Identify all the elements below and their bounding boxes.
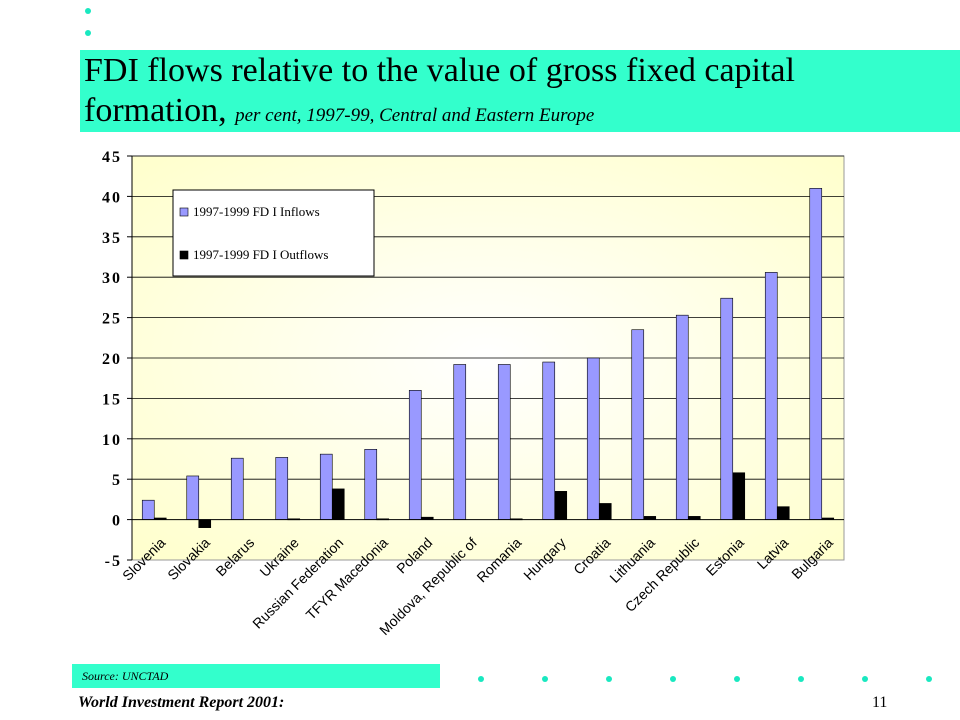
legend-label-inflows: 1997-1999 FD I Inflows: [193, 204, 320, 219]
y-tick-label: 10: [102, 432, 122, 449]
decorative-dot: [926, 676, 932, 682]
y-tick-label: 15: [102, 391, 122, 408]
decorative-dot: [478, 676, 484, 682]
title-band: FDI flows relative to the value of gross…: [80, 50, 960, 132]
bar-layer: [141, 188, 835, 528]
legend-box: [172, 189, 375, 277]
legend-label-outflows: 1997-1999 FD I Outflows: [193, 247, 328, 262]
decorative-dot: [734, 676, 740, 682]
report-title: World Investment Report 2001:: [78, 694, 285, 711]
bar-outflows: [776, 506, 790, 520]
bar-outflows: [331, 488, 345, 520]
legend-swatch-outflows: [179, 250, 189, 260]
legend: 1997-1999 FD I Inflows 1997-1999 FD I Ou…: [172, 189, 375, 277]
bar-inflows: [720, 297, 734, 520]
y-tick-labels: -5 0 5 10 15 20 25 30 35 40 45: [102, 149, 132, 570]
decorative-dot: [862, 676, 868, 682]
decorative-dot: [798, 676, 804, 682]
bar-outflows: [198, 519, 212, 528]
y-tick-label: 0: [112, 513, 122, 530]
y-tick-label: 5: [112, 472, 122, 489]
bar-inflows: [809, 188, 823, 520]
bar-inflows: [230, 457, 244, 520]
bar-inflows: [631, 329, 645, 520]
bar-inflows: [497, 364, 511, 520]
decorative-dot: [542, 676, 548, 682]
y-tick-label: 30: [102, 270, 122, 287]
decorative-dot: [85, 30, 91, 36]
decorative-dot: [670, 676, 676, 682]
bar-outflows: [554, 491, 568, 520]
y-tick-label: 35: [102, 230, 122, 247]
bar-inflows: [364, 449, 378, 520]
bar-inflows: [319, 453, 333, 520]
bar-inflows: [275, 457, 289, 520]
page-number: 11: [872, 694, 888, 711]
bar-inflows: [453, 364, 467, 520]
decorative-dot: [606, 676, 612, 682]
bar-inflows: [141, 499, 155, 520]
page-title: FDI flows relative to the value of gross…: [84, 52, 795, 89]
y-tick-label: 45: [102, 149, 122, 166]
y-tick-label: -5: [105, 553, 122, 570]
source-note: Source: UNCTAD: [82, 669, 169, 683]
page-title-continued: formation, per cent, 1997-99, Central an…: [84, 94, 594, 128]
bar-inflows: [408, 390, 422, 520]
page-title-main: formation,: [84, 92, 227, 129]
y-tick-label: 40: [102, 189, 122, 206]
legend-swatch-inflows: [179, 207, 189, 217]
bar-inflows: [186, 475, 200, 520]
y-tick-label: 25: [102, 311, 122, 328]
bar-outflows: [598, 503, 612, 520]
bar-inflows: [586, 357, 600, 520]
y-tick-label: 20: [102, 351, 122, 368]
source-band: Source: UNCTAD: [72, 664, 440, 688]
bar-inflows: [764, 272, 778, 520]
bar-inflows: [675, 314, 689, 520]
bar-inflows: [542, 361, 556, 520]
decorative-dot: [85, 8, 91, 14]
bar-outflows: [732, 472, 746, 520]
page-subtitle: per cent, 1997-99, Central and Eastern E…: [235, 105, 595, 126]
